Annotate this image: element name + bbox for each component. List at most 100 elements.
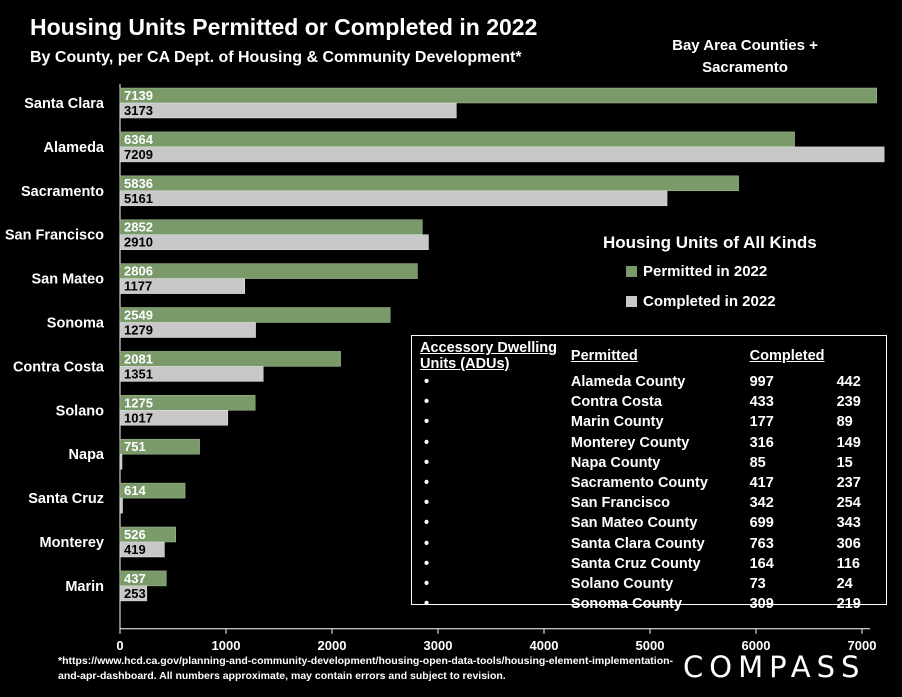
adu-table-row: • San Mateo County 699 343 xyxy=(420,513,886,533)
adu-table-box: Accessory Dwelling Units (ADUs) Permitte… xyxy=(411,335,887,612)
adu-row-completed: 306 xyxy=(836,535,861,552)
bar-completed xyxy=(119,453,123,470)
adu-table-row: • Santa Cruz County 164 116 xyxy=(420,554,886,574)
category-label: Solano xyxy=(56,403,104,419)
adu-row-name: Napa County xyxy=(570,454,661,471)
data-label-permitted: 6364 xyxy=(124,132,154,147)
legend-title: Housing Units of All Kinds xyxy=(603,233,817,252)
adu-row-permitted: 316 xyxy=(749,434,774,451)
adu-row-name: Sonoma County xyxy=(570,596,683,613)
data-label-completed: 5161 xyxy=(124,191,153,206)
bar-completed xyxy=(119,366,264,382)
bar-completed xyxy=(119,146,885,163)
adu-header-completed: Completed xyxy=(749,348,825,364)
adu-row-bullet: • xyxy=(424,454,430,471)
adu-row-permitted: 177 xyxy=(749,414,774,431)
data-label-permitted: 751 xyxy=(124,439,146,454)
bar-completed xyxy=(119,410,229,426)
category-label: San Francisco xyxy=(5,228,104,244)
legend-swatch-completed xyxy=(626,296,637,307)
bar-completed xyxy=(119,322,256,338)
adu-row-permitted: 763 xyxy=(749,535,774,552)
adu-row-name: Solano County xyxy=(570,575,674,592)
chart-title: Housing Units Permitted or Completed in … xyxy=(30,14,538,40)
bar-completed xyxy=(119,190,668,207)
adu-row-completed: 15 xyxy=(836,454,853,471)
bar-permitted xyxy=(119,307,391,323)
adu-row-name: Contra Costa xyxy=(570,394,662,411)
data-label-completed: 1279 xyxy=(124,323,153,338)
bar-completed xyxy=(119,102,457,119)
adu-row-bullet: • xyxy=(424,575,430,592)
bar-completed xyxy=(119,278,246,294)
adu-row-name: Monterey County xyxy=(570,434,690,451)
adu-row-completed: 237 xyxy=(836,475,861,492)
adu-row-bullet: • xyxy=(424,414,430,431)
adu-table-row: • San Francisco 342 254 xyxy=(420,493,886,513)
adu-row-bullet: • xyxy=(424,555,430,572)
data-label-completed: 2910 xyxy=(124,235,153,250)
adu-row-name: Sacramento County xyxy=(570,475,708,492)
adu-row-bullet: • xyxy=(424,434,430,451)
x-tick-label: 2000 xyxy=(318,638,347,653)
adu-row-completed: 89 xyxy=(836,414,853,431)
adu-table-row: • Sacramento County 417 237 xyxy=(420,473,886,493)
adu-row-permitted: 73 xyxy=(749,575,766,592)
bar-completed xyxy=(119,585,148,602)
adu-table-row: • Marin County 177 89 xyxy=(420,412,886,432)
x-tick-label: 6000 xyxy=(742,638,771,653)
bar-permitted xyxy=(119,219,423,235)
adu-table-row: • Sonoma County 309 219 xyxy=(420,594,886,614)
bar-permitted xyxy=(119,438,200,455)
bar-permitted xyxy=(119,87,877,104)
x-tick-label: 1000 xyxy=(212,638,241,653)
region-label: Bay Area Counties + Sacramento xyxy=(672,37,818,76)
category-label: Napa xyxy=(69,447,105,463)
x-tick-label: 7000 xyxy=(848,638,877,653)
data-label-permitted: 614 xyxy=(124,483,146,498)
adu-row-permitted: 699 xyxy=(749,515,774,532)
adu-row-permitted: 164 xyxy=(749,555,774,572)
adu-row-permitted: 309 xyxy=(749,596,774,613)
data-label-permitted: 5836 xyxy=(124,176,153,191)
data-label-permitted: 7139 xyxy=(124,88,153,103)
data-label-permitted: 2852 xyxy=(124,220,153,235)
adu-table-row: • Contra Costa 433 239 xyxy=(420,392,886,412)
bar-permitted xyxy=(119,175,739,192)
data-label-permitted: 2549 xyxy=(124,308,153,323)
category-label: Alameda xyxy=(44,140,105,156)
adu-row-completed: 442 xyxy=(836,374,861,391)
adu-row-completed: 116 xyxy=(836,555,860,572)
data-label-completed: 24 xyxy=(124,498,139,513)
adu-row-name: Santa Clara County xyxy=(570,535,705,552)
bar-completed xyxy=(119,541,165,558)
adu-row-permitted: 997 xyxy=(749,374,774,391)
data-label-completed: 419 xyxy=(124,542,146,557)
adu-row-bullet: • xyxy=(424,374,430,391)
bar-permitted xyxy=(119,131,795,148)
legend-label-completed: Completed in 2022 xyxy=(643,293,776,310)
adu-header-name: Accessory Dwelling Units (ADUs) xyxy=(420,340,557,372)
data-label-completed: 253 xyxy=(124,586,146,601)
adu-row-bullet: • xyxy=(424,596,430,613)
category-label: Monterey xyxy=(40,535,104,551)
category-label: Santa Clara xyxy=(24,96,105,112)
adu-table: Accessory Dwelling Units (ADUs) Permitte… xyxy=(420,340,886,614)
category-label: San Mateo xyxy=(31,272,104,288)
bar-completed xyxy=(119,497,123,514)
data-label-permitted: 2806 xyxy=(124,264,153,279)
adu-table-row: • Alameda County 997 442 xyxy=(420,372,886,392)
category-label: Contra Costa xyxy=(13,359,105,375)
compass-logo: COMPASS xyxy=(683,650,866,684)
x-tick-label: 0 xyxy=(116,638,123,653)
adu-table-row: • Santa Clara County 763 306 xyxy=(420,534,886,554)
adu-row-completed: 343 xyxy=(836,515,861,532)
category-label: Sacramento xyxy=(21,184,104,200)
data-label-permitted: 526 xyxy=(124,527,146,542)
adu-row-completed: 239 xyxy=(836,394,861,411)
adu-row-bullet: • xyxy=(424,394,430,411)
adu-row-name: San Francisco xyxy=(570,495,671,512)
x-tick-label: 5000 xyxy=(636,638,665,653)
legend-swatch-permitted xyxy=(626,266,637,277)
data-label-permitted: 2081 xyxy=(124,351,153,366)
